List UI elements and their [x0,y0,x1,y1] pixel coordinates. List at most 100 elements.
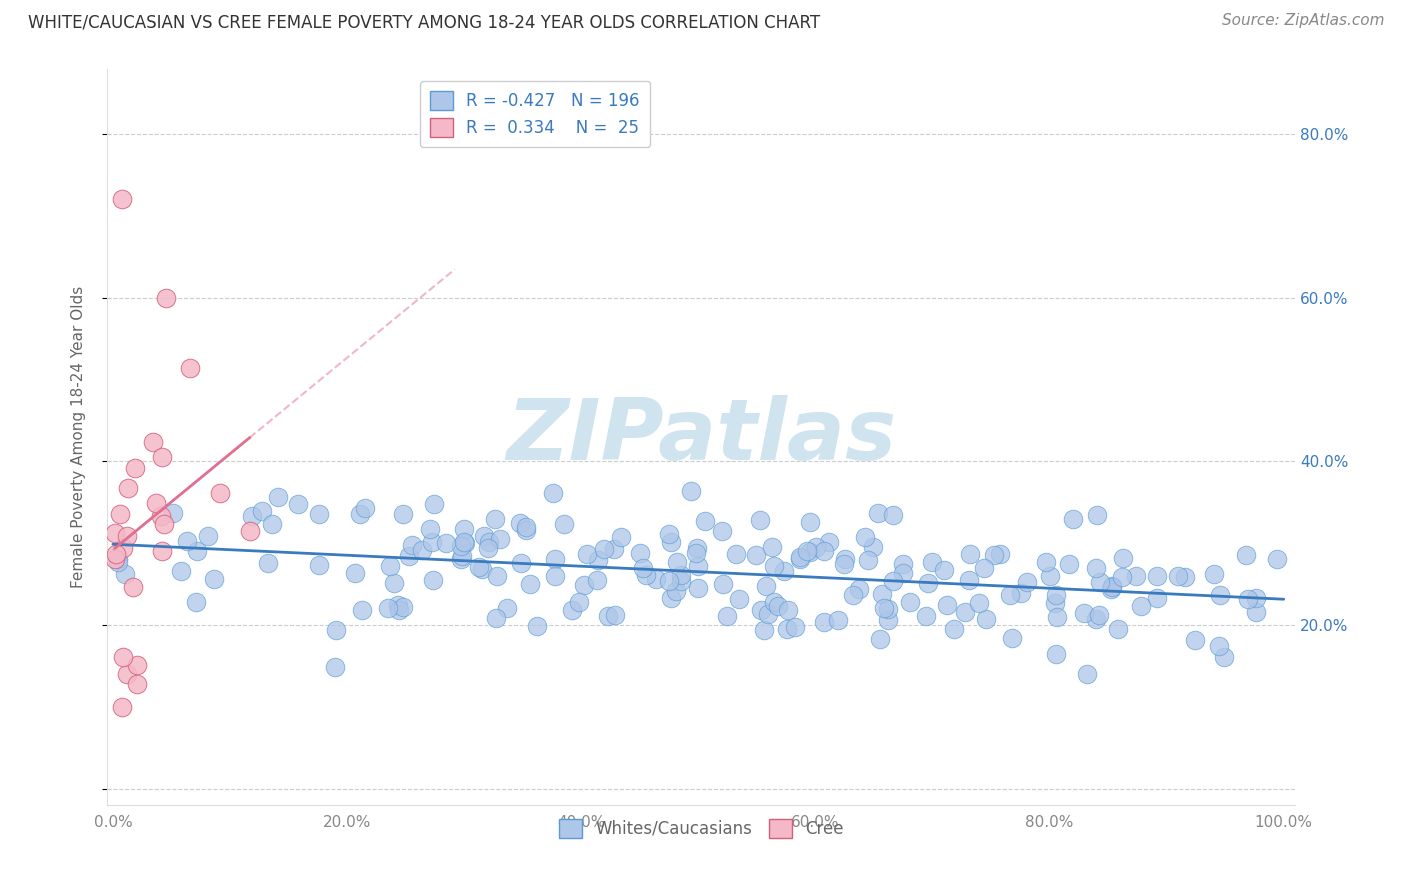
Point [1073,606,1095,620]
Point [544,569,567,583]
Point [586,574,609,588]
Point [866,506,889,520]
Point [401,538,423,552]
Point [841,588,863,602]
Point [762,558,785,573]
Point [519,577,541,591]
Point [450,539,472,553]
Point [725,547,748,561]
Point [713,577,735,591]
Point [266,490,288,504]
Point [197,529,219,543]
Point [387,598,409,612]
Point [665,584,688,599]
Point [411,542,433,557]
Point [454,536,477,550]
Point [122,580,145,594]
Point [526,619,548,633]
Point [853,530,876,544]
Point [669,574,692,588]
Point [873,601,896,615]
Point [1001,631,1024,645]
Point [953,605,976,619]
Point [1101,580,1123,594]
Point [817,535,839,549]
Point [1062,512,1084,526]
Point [419,522,441,536]
Point [804,540,827,554]
Point [1045,588,1067,602]
Point [974,612,997,626]
Point [568,594,591,608]
Point [755,578,778,592]
Point [761,540,783,554]
Point [392,599,415,614]
Point [631,560,654,574]
Point [150,508,173,523]
Point [773,565,796,579]
Point [453,522,475,536]
Point [509,516,531,530]
Point [1146,569,1168,583]
Point [799,516,821,530]
Point [1085,561,1108,575]
Point [658,574,681,589]
Point [350,603,373,617]
Point [834,551,856,566]
Point [377,601,399,615]
Point [778,603,800,617]
Point [117,482,139,496]
Point [112,541,135,555]
Point [688,582,710,596]
Point [240,508,263,523]
Point [796,544,818,558]
Point [1237,592,1260,607]
Text: ZIPatlas: ZIPatlas [506,395,897,478]
Point [1084,611,1107,625]
Point [496,600,519,615]
Point [453,535,475,549]
Point [998,588,1021,602]
Point [142,434,165,449]
Point [250,504,273,518]
Point [257,556,280,570]
Point [988,547,1011,561]
Point [576,547,599,561]
Point [749,513,772,527]
Point [942,622,965,636]
Point [935,599,957,613]
Point [344,566,367,581]
Point [478,535,501,549]
Point [287,497,309,511]
Point [789,552,811,566]
Point [489,532,512,546]
Point [153,516,176,531]
Point [471,562,494,576]
Point [1085,508,1108,522]
Point [628,546,651,560]
Point [685,546,707,560]
Point [1039,569,1062,583]
Point [813,543,835,558]
Point [711,524,734,539]
Point [262,517,284,532]
Point [1112,551,1135,566]
Point [1045,610,1067,624]
Point [1244,605,1267,619]
Point [1101,579,1123,593]
Point [693,514,716,528]
Point [1011,586,1033,600]
Point [484,512,506,526]
Point [450,552,472,566]
Point [308,558,330,572]
Point [1043,597,1066,611]
Point [645,572,668,586]
Point [745,548,768,562]
Point [422,573,444,587]
Point [876,602,898,616]
Point [1111,570,1133,584]
Point [155,291,177,305]
Point [679,484,702,499]
Point [1208,640,1230,654]
Point [107,552,129,566]
